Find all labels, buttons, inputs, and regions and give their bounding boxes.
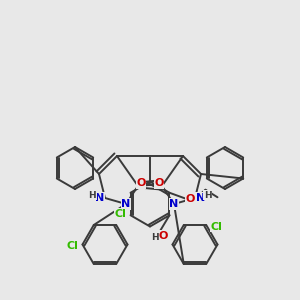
Text: O: O [136, 178, 146, 188]
Text: Cl: Cl [114, 209, 126, 219]
Text: N: N [169, 199, 178, 209]
Text: N: N [122, 199, 130, 209]
Text: O: O [185, 194, 195, 204]
Text: N: N [95, 193, 104, 203]
Text: O: O [158, 231, 168, 241]
Text: H: H [204, 190, 212, 200]
Text: N: N [196, 193, 205, 203]
Text: O: O [154, 178, 164, 188]
Text: Cl: Cl [66, 241, 78, 251]
Text: H: H [151, 233, 158, 242]
Text: Cl: Cl [211, 221, 223, 232]
Text: H: H [88, 190, 96, 200]
